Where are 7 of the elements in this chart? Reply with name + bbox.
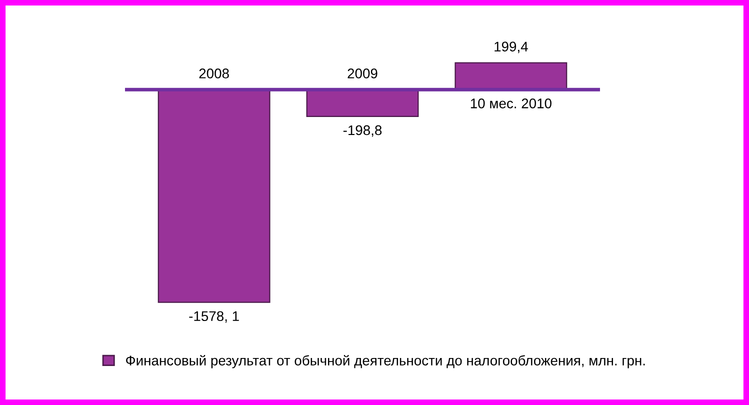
data-label: -1578, 1 (189, 311, 239, 323)
data-label: 199,4 (494, 42, 528, 54)
x-tick-label: 2008 (199, 68, 229, 78)
data-label: -198,8 (343, 125, 382, 137)
legend-label: Финансовый результат от обычной деятельности до налогообложения, млн. грн. (126, 355, 645, 368)
x-tick-label: 2009 (348, 68, 378, 78)
x-tick-label: 10 мес. 2010 (470, 98, 552, 108)
